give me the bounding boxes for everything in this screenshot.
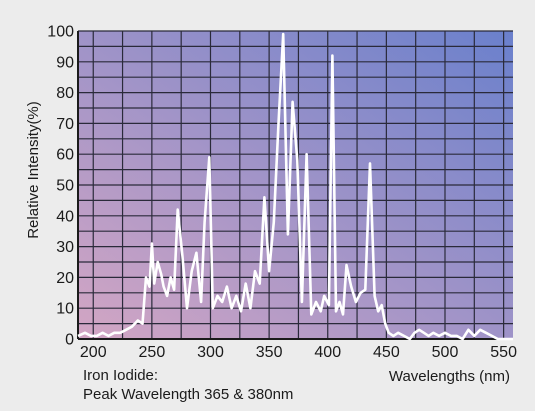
y-tick-label: 100 bbox=[47, 24, 74, 41]
y-tick-label: 0 bbox=[65, 332, 74, 349]
y-tick-label: 80 bbox=[56, 85, 74, 102]
series-layer bbox=[77, 32, 513, 341]
y-tick-label: 60 bbox=[56, 147, 74, 164]
y-tick-label: 50 bbox=[56, 178, 74, 195]
y-tick-label: 70 bbox=[56, 116, 74, 133]
y-tick-label: 30 bbox=[56, 239, 74, 256]
y-tick-label: 10 bbox=[56, 301, 74, 318]
x-tick-label: 550 bbox=[490, 344, 517, 361]
y-axis-label: Relative Intensity(%) bbox=[25, 101, 42, 239]
x-tick-label: 250 bbox=[139, 344, 166, 361]
y-tick-label: 40 bbox=[56, 208, 74, 225]
x-axis-label: Wavelengths (nm) bbox=[389, 368, 510, 385]
x-axis-ticks: 200 250 300 350 400 450 500 550 bbox=[80, 344, 517, 361]
caption-line-2: Peak Wavelength 365 & 380nm bbox=[83, 386, 294, 403]
caption-line-1: Iron Iodide: bbox=[83, 367, 159, 384]
grid bbox=[77, 30, 513, 340]
x-tick-label: 200 bbox=[80, 344, 107, 361]
x-tick-label: 300 bbox=[197, 344, 224, 361]
series-line-1 bbox=[77, 32, 513, 341]
y-axis-ticks: 0 10 20 30 40 50 60 70 80 90 100 bbox=[47, 24, 74, 349]
chart-caption: Iron Iodide: Peak Wavelength 365 & 380nm bbox=[83, 366, 293, 404]
x-tick-label: 400 bbox=[314, 344, 341, 361]
x-tick-label: 500 bbox=[432, 344, 459, 361]
y-tick-label: 20 bbox=[56, 270, 74, 287]
y-tick-label: 90 bbox=[56, 54, 74, 71]
x-tick-label: 450 bbox=[373, 344, 400, 361]
x-tick-label: 350 bbox=[256, 344, 283, 361]
